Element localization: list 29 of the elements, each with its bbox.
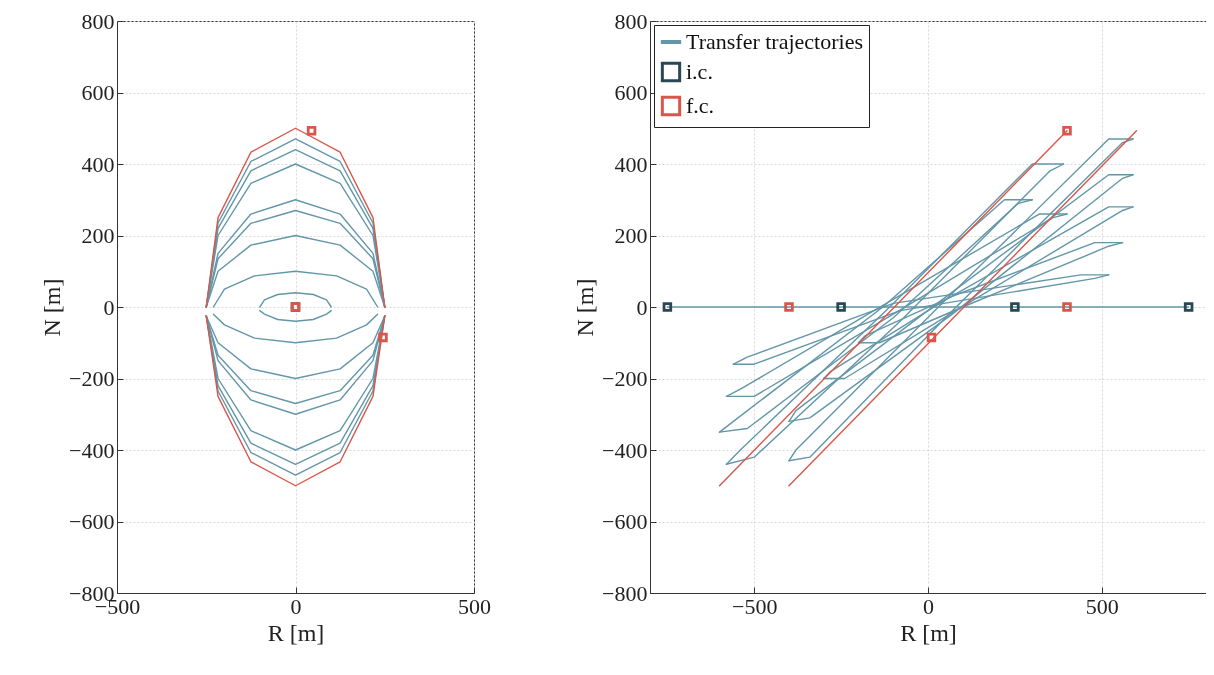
y-tick-label: −200 <box>602 366 648 391</box>
x-tick-label: 0 <box>290 593 302 619</box>
y-tick-label: 800 <box>81 8 115 34</box>
y-tick-label: 0 <box>636 294 648 320</box>
y-tick-label: 600 <box>614 80 648 105</box>
y-tick-label: 200 <box>614 223 648 248</box>
y-tick-label: −800 <box>602 580 648 606</box>
y-tick-label: −400 <box>69 437 115 463</box>
y-axis-title: N [m] <box>572 278 599 337</box>
y-tick-label: 400 <box>81 151 115 177</box>
legend-label: f.c. <box>686 93 715 118</box>
y-tick-label: −400 <box>602 437 648 463</box>
x-tick-label: 500 <box>458 593 491 619</box>
x-axis-title: R [m] <box>900 619 957 646</box>
y-tick-label: −200 <box>69 366 115 391</box>
y-tick-label: 600 <box>81 80 115 105</box>
y-tick-label: −600 <box>69 509 115 534</box>
y-tick-label: 800 <box>614 8 648 34</box>
legend-label: i.c. <box>686 59 713 84</box>
y-tick-label: 0 <box>103 294 115 320</box>
y-axis-title: N [m] <box>39 278 66 337</box>
y-tick-label: 400 <box>614 151 648 177</box>
y-tick-label: −600 <box>602 509 648 534</box>
legend-label: Transfer trajectories <box>686 29 863 54</box>
x-tick-label: −500 <box>732 593 778 619</box>
x-tick-label: 0 <box>923 593 934 619</box>
y-tick-label: 200 <box>81 223 115 248</box>
x-tick-label: 500 <box>1085 593 1119 619</box>
x-axis-title: R [m] <box>267 619 325 646</box>
